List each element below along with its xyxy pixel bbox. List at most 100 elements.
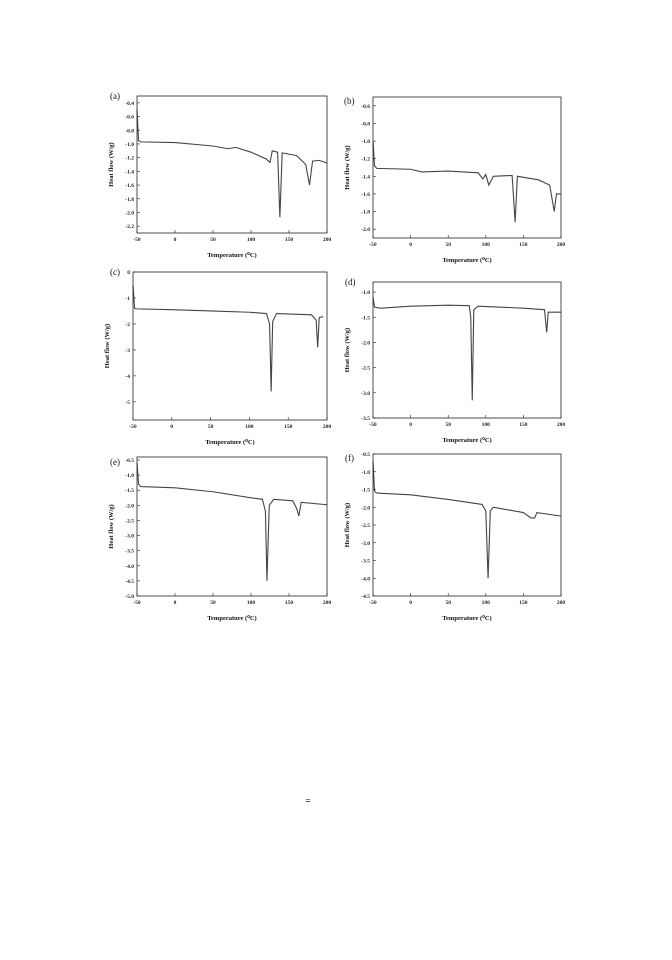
x-tick-label: 0 [409,422,412,428]
x-tick-label: 150 [284,424,293,430]
y-tick-label: -3 [125,348,130,354]
panel-label: (b) [344,96,355,106]
x-tick-label: 200 [323,424,332,430]
y-tick-label: -3.0 [361,391,370,397]
panel-label: (f) [345,453,354,463]
y-tick-label: -2.0 [361,227,370,233]
x-tick-label: 0 [170,424,173,430]
y-tick-label: -2 [125,322,130,328]
y-tick-label: -1.5 [361,315,370,321]
y-tick-label: -2.5 [125,518,134,524]
y-axis-label: Heat flow (W/g) [344,145,351,189]
y-tick-label: -2.5 [361,523,370,529]
y-tick-label: -3.0 [125,534,134,540]
y-tick-label: -3.0 [361,541,370,547]
panel-label: (d) [345,277,356,287]
y-tick-label: -4.5 [125,579,134,585]
y-tick-label: -1.0 [125,142,134,148]
plot-frame [372,96,562,239]
plot-frame [372,281,562,419]
data-line [372,461,562,579]
y-tick-label: -3.5 [361,416,370,422]
data-line [372,141,561,223]
x-tick-label: 100 [482,422,491,428]
y-tick-label: -1.0 [361,290,370,296]
y-tick-label: -4.0 [125,564,134,570]
x-tick-label: 150 [285,600,294,606]
x-axis-label: Temperature (⁰C) [442,256,491,264]
data-line [136,109,328,218]
x-tick-label: 0 [174,237,177,243]
y-tick-label: -1.8 [361,210,370,216]
x-tick-label: 50 [210,237,216,243]
y-tick-label: -0.6 [125,115,134,121]
x-tick-label: 150 [519,242,528,248]
x-tick-label: 100 [247,237,256,243]
panel-label: (a) [110,91,120,101]
panel-label: (c) [110,267,120,277]
y-axis-label: Heat flow (W/g) [344,503,351,547]
x-tick-label: 50 [445,422,451,428]
x-tick-label: 200 [323,237,332,243]
y-tick-label: -1 [125,296,130,302]
y-tick-label: -1.8 [125,197,134,203]
x-tick-label: 50 [445,242,451,248]
y-tick-label: -1.4 [125,169,134,175]
data-line [132,284,324,392]
x-tick-label: 0 [409,242,412,248]
plot-frame [136,95,328,234]
y-tick-label: -1.4 [361,174,370,180]
data-line [136,463,328,581]
y-tick-label: -0.8 [125,128,134,134]
y-tick-label: -1.2 [125,156,134,162]
y-tick-label: -2.2 [125,224,134,230]
y-tick-label: -5.0 [125,594,134,600]
data-line [372,297,561,401]
y-tick-label: -2.5 [361,366,370,372]
y-axis-label: Heat flow (W/g) [104,324,111,368]
x-axis-label: Temperature (⁰C) [207,251,256,259]
x-tick-label: 50 [208,424,214,430]
panel-label: (e) [110,457,120,467]
plot-frame [372,453,562,597]
x-axis-label: Temperature (⁰C) [205,438,254,446]
footer-mark: = [305,796,311,807]
x-tick-label: -50 [133,600,141,606]
x-tick-label: -50 [369,600,377,606]
y-tick-label: -1.6 [361,192,370,198]
y-tick-label: -1.2 [361,157,370,163]
y-tick-label: -0.8 [361,121,370,127]
x-tick-label: 200 [557,422,566,428]
x-tick-label: 0 [174,600,177,606]
y-tick-label: -4 [125,374,130,380]
y-tick-label: -2.0 [125,503,134,509]
x-tick-label: 100 [482,600,491,606]
y-tick-label: -2.0 [361,340,370,346]
y-tick-label: -3.5 [361,559,370,565]
y-axis-label: Heat flow (W/g) [108,142,115,186]
y-tick-label: -1.0 [125,473,134,479]
y-tick-label: -4.0 [361,576,370,582]
y-tick-label: -1.6 [125,183,134,189]
y-tick-label: -1.0 [361,470,370,476]
x-axis-label: Temperature (⁰C) [207,614,256,622]
plot-frame [136,456,328,597]
x-tick-label: -50 [369,422,377,428]
x-axis-label: Temperature (⁰C) [442,436,491,444]
y-tick-label: -0.6 [361,104,370,110]
plot-frame [132,271,328,421]
y-tick-label: -1.5 [125,488,134,494]
x-tick-label: 100 [245,424,254,430]
x-tick-label: 0 [409,600,412,606]
y-tick-label: -5 [125,400,130,406]
x-tick-label: 50 [210,600,216,606]
x-tick-label: 150 [519,600,528,606]
x-tick-label: 200 [557,242,566,248]
y-tick-label: -1.5 [361,488,370,494]
x-tick-label: -50 [129,424,137,430]
y-tick-label: -1.0 [361,139,370,145]
y-tick-label: -0.5 [125,458,134,464]
y-tick-label: -2.0 [125,210,134,216]
